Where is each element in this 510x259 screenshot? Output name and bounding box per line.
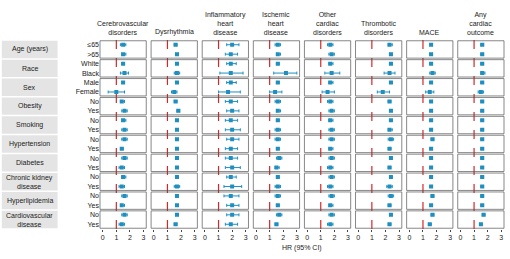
svg-text:1: 1 [114,234,118,241]
svg-text:Ischemicheartdisease: Ischemicheartdisease [262,11,290,36]
svg-text:1: 1 [421,234,425,241]
svg-text:Yes: Yes [88,202,100,209]
svg-text:Yes: Yes [88,107,100,114]
svg-text:MACE: MACE [419,29,440,36]
svg-text:Smoking: Smoking [16,121,43,129]
svg-text:Diabetes: Diabetes [16,159,44,166]
svg-text:No: No [90,98,99,105]
svg-text:Chronic kidneydisease: Chronic kidneydisease [6,174,53,190]
svg-text:0: 0 [407,234,411,241]
svg-text:3: 3 [346,234,350,241]
svg-text:No: No [90,155,99,162]
svg-text:Yes: Yes [88,164,100,171]
svg-text:2: 2 [332,234,336,241]
svg-text:2: 2 [486,234,490,241]
svg-text:3: 3 [295,234,299,241]
svg-text:2: 2 [281,234,285,241]
svg-text:Hypertension: Hypertension [9,140,50,148]
svg-text:Age (years): Age (years) [12,45,48,53]
svg-text:0: 0 [305,234,309,241]
svg-text:0: 0 [203,234,207,241]
svg-text:Female: Female [76,88,99,95]
svg-text:2: 2 [128,234,132,241]
svg-text:1: 1 [472,234,476,241]
svg-text:Cerebrovasculardisorders: Cerebrovasculardisorders [97,20,149,36]
svg-text:HR (95% CI): HR (95% CI) [282,244,322,252]
svg-text:No: No [90,173,99,180]
svg-text:Thromboticdisorders: Thromboticdisorders [361,20,397,36]
svg-text:0: 0 [152,234,156,241]
svg-text:>65: >65 [87,51,99,58]
svg-text:1: 1 [319,234,323,241]
svg-text:Yes: Yes [88,126,100,133]
svg-text:0: 0 [459,234,463,241]
svg-text:White: White [81,60,99,67]
svg-text:3: 3 [397,234,401,241]
svg-text:0: 0 [254,234,258,241]
svg-text:≤65: ≤65 [87,41,99,48]
svg-text:No: No [90,192,99,199]
svg-text:2: 2 [435,234,439,241]
svg-text:1: 1 [268,234,272,241]
svg-text:0: 0 [356,234,360,241]
svg-text:Yes: Yes [88,183,100,190]
svg-text:1: 1 [370,234,374,241]
svg-text:3: 3 [448,234,452,241]
svg-text:2: 2 [230,234,234,241]
svg-text:Obesity: Obesity [18,102,42,110]
svg-text:Anycardiacoutcome: Anycardiacoutcome [467,11,494,36]
svg-text:0: 0 [101,234,105,241]
svg-text:Cardiovasculardisease: Cardiovasculardisease [6,212,53,228]
svg-text:Male: Male [84,79,99,86]
svg-text:Black: Black [82,70,100,77]
svg-text:No: No [90,136,99,143]
svg-text:Sex: Sex [23,84,36,91]
svg-text:Hyperlipidemia: Hyperlipidemia [7,197,53,205]
svg-text:2: 2 [384,234,388,241]
svg-text:Othercardiacdisorders: Othercardiacdisorders [313,11,342,36]
svg-text:No: No [90,211,99,218]
svg-text:3: 3 [499,234,503,241]
svg-text:1: 1 [217,234,221,241]
svg-text:2: 2 [179,234,183,241]
svg-text:1: 1 [165,234,169,241]
svg-text:Yes: Yes [88,145,100,152]
svg-text:Race: Race [22,65,38,72]
svg-text:No: No [90,117,99,124]
svg-text:Yes: Yes [88,221,100,228]
svg-text:3: 3 [193,234,197,241]
svg-text:3: 3 [142,234,146,241]
svg-text:3: 3 [244,234,248,241]
svg-text:Dysrhythmia: Dysrhythmia [155,28,194,36]
svg-text:Inflammatoryheartdisease: Inflammatoryheartdisease [205,11,246,36]
